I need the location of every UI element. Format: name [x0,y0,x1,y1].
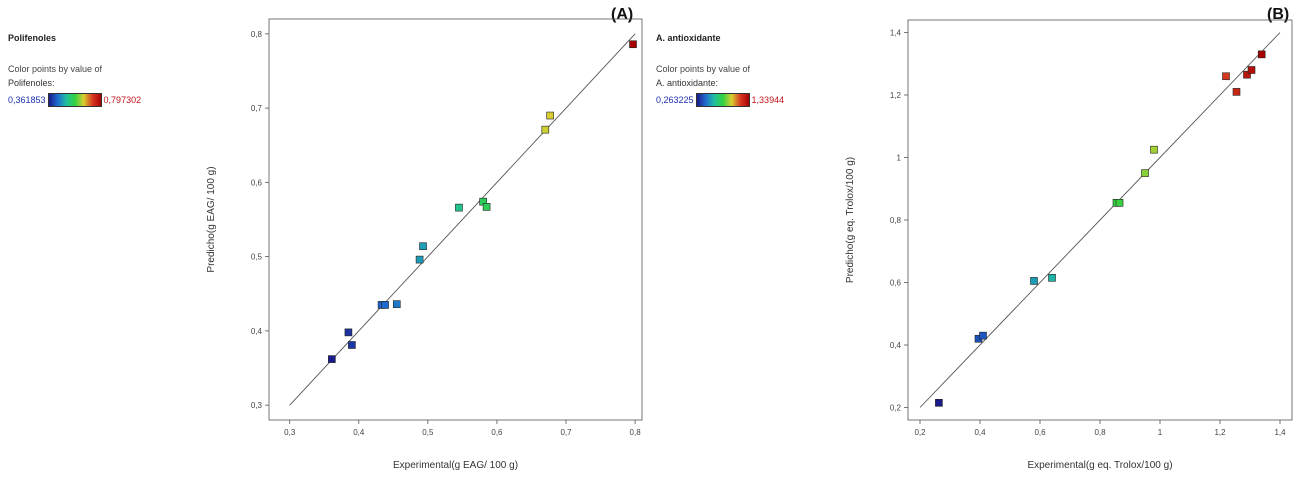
legend-caption: Color points by value of [656,64,751,74]
color-scale-bar [47,93,102,107]
plot-frame [268,18,643,421]
data-point [381,301,389,309]
y-tick-label: 0,4 [251,327,263,336]
x-tick-label: 0,3 [284,428,296,437]
data-point [344,328,353,337]
x-tick-label: 0,8 [630,428,642,437]
x-tick-label: 0,5 [422,428,434,437]
reference-line [289,33,636,406]
legend-caption: Color points by value of [8,64,103,74]
legend-a: Polifenoles Color points by value of Pol… [8,31,141,107]
legend-b: A. antioxidante Color points by value of… [656,31,784,107]
x-axis-label: Experimental(g EAG/ 100 g) [393,460,518,471]
color-scale-max: 1,33944 [751,95,785,105]
data-point [455,203,463,212]
x-tick-label: 0,7 [560,428,572,437]
color-scale: 0,361853 0,797302 [8,93,141,107]
y-tick-label: 0,6 [251,178,263,187]
color-scale-min: 0,361853 [8,95,46,105]
legend-caption-variable: Polifenoles: [8,78,55,88]
data-point [546,111,554,120]
data-point [415,255,424,264]
y-tick-label: 0,5 [251,253,263,262]
data-point [482,203,491,211]
color-scale-min: 0,263225 [656,95,694,105]
color-scale: 0,263225 1,33944 [656,93,784,107]
y-tick-label: 0,3 [251,401,263,410]
panel-tag-b: (B) [1267,6,1290,23]
y-tick-label: 0,8 [251,30,263,39]
legend-title: A. antioxidante [656,33,721,43]
data-point [629,40,637,49]
y-axis-label: Predicho(g EAG/ 100 g) [206,166,217,272]
data-point [419,242,427,251]
y-tick-label: 0,7 [251,104,263,113]
legend-title: Polifenoles [8,33,57,43]
x-tick-label: 0,4 [353,428,365,437]
data-point [541,125,550,134]
data-point [392,300,401,308]
x-tick-label: 0,6 [491,428,503,437]
data-point [348,341,356,349]
legend-caption-variable: A. antioxidante: [656,78,719,88]
color-scale-max: 0,797302 [103,95,142,105]
data-point [328,355,336,363]
color-scale-bar [695,93,750,107]
